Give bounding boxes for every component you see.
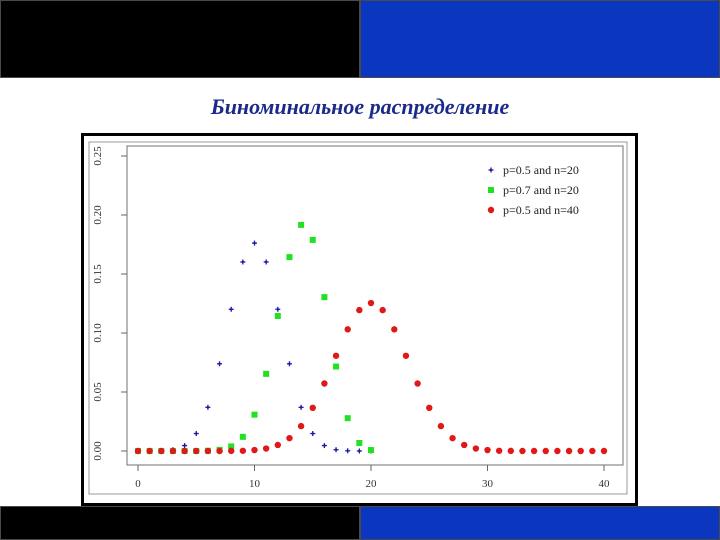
data-point-series-1 xyxy=(345,448,351,454)
data-point-series-3 xyxy=(449,434,456,442)
y-tick-label: 0.05 xyxy=(92,382,104,402)
data-point-series-3 xyxy=(262,445,270,452)
data-point-series-2 xyxy=(286,254,293,261)
data-point-series-3 xyxy=(251,446,258,454)
data-point-series-3 xyxy=(367,299,375,307)
data-point-series-2 xyxy=(251,411,258,418)
data-point-series-3 xyxy=(309,404,316,412)
data-point-series-1 xyxy=(240,259,246,265)
data-point-series-3 xyxy=(193,447,200,455)
binomial-chart: 0 10 20 30 40 0.00 0.05 0.10 0.15 0.20 0.25 p=0.5 … xyxy=(84,136,635,503)
data-point-series-3 xyxy=(402,352,410,359)
data-point-series-3 xyxy=(204,447,212,455)
legend-marker-1 xyxy=(488,167,494,173)
data-point-series-3 xyxy=(391,326,398,333)
x-tick-label: 10 xyxy=(249,478,261,490)
data-point-series-3 xyxy=(332,352,340,359)
x-tick-label: 40 xyxy=(599,478,611,490)
data-point-series-1 xyxy=(205,404,211,410)
x-tick-label: 20 xyxy=(366,478,378,490)
data-point-series-1 xyxy=(321,443,327,449)
data-point-series-2 xyxy=(344,415,351,422)
legend-label-3: p=0.5 and n=40 xyxy=(503,203,579,217)
data-point-series-1 xyxy=(193,431,199,437)
legend-label-1: p=0.5 and n=20 xyxy=(503,163,579,177)
data-point-series-1 xyxy=(228,306,234,312)
data-point-series-2 xyxy=(356,439,363,446)
data-point-series-3 xyxy=(554,447,561,455)
y-tick-label: 0.15 xyxy=(92,264,104,284)
x-tick-label: 30 xyxy=(482,478,494,490)
legend-label-2: p=0.7 and n=20 xyxy=(503,183,579,197)
data-point-series-3 xyxy=(519,447,526,455)
data-point-series-1 xyxy=(275,306,281,312)
data-point-series-3 xyxy=(321,380,328,387)
data-point-series-3 xyxy=(356,306,363,314)
data-point-series-3 xyxy=(542,447,549,455)
data-point-series-3 xyxy=(600,447,608,455)
data-point-series-2 xyxy=(368,447,374,454)
data-point-series-3 xyxy=(461,441,468,449)
legend-marker-2 xyxy=(488,187,494,193)
y-tick-label: 0.00 xyxy=(92,441,104,461)
data-point-series-1 xyxy=(298,404,304,410)
data-point-series-3 xyxy=(286,434,293,442)
data-point-series-2 xyxy=(333,363,340,370)
data-point-series-3 xyxy=(484,446,491,454)
data-point-series-3 xyxy=(228,447,235,455)
chart-outer-border xyxy=(88,141,628,495)
legend-marker-3 xyxy=(487,206,495,214)
data-point-series-1 xyxy=(356,448,362,454)
data-point-series-1 xyxy=(252,240,257,246)
data-point-series-3 xyxy=(507,447,514,455)
data-point-series-3 xyxy=(344,326,351,333)
data-point-series-1 xyxy=(263,259,269,265)
chart-frame: 0 10 20 30 40 0.00 0.05 0.10 0.15 0.20 0.25 p=0.5 … xyxy=(81,133,638,506)
data-point-series-3 xyxy=(239,447,247,454)
data-point-series-3 xyxy=(274,441,281,449)
data-point-series-1 xyxy=(217,361,223,367)
data-point-series-3 xyxy=(565,447,573,455)
data-point-series-1 xyxy=(310,431,316,437)
data-point-series-3 xyxy=(530,447,538,455)
data-point-series-3 xyxy=(134,447,142,455)
header-band-dark xyxy=(0,0,360,78)
header-band-blue xyxy=(360,0,720,78)
data-point-series-2 xyxy=(321,294,328,301)
data-point-series-3 xyxy=(379,306,386,314)
y-tick-label: 0.25 xyxy=(92,146,104,166)
footer-band-dark xyxy=(0,506,360,540)
data-point-series-3 xyxy=(146,447,153,455)
data-point-series-3 xyxy=(437,422,445,430)
data-point-series-3 xyxy=(472,445,480,452)
data-point-series-3 xyxy=(169,447,177,455)
data-point-series-1 xyxy=(182,443,188,449)
data-point-series-3 xyxy=(158,447,165,455)
data-point-series-2 xyxy=(298,221,305,228)
data-point-series-3 xyxy=(426,404,433,412)
data-point-series-2 xyxy=(239,433,246,440)
data-point-series-3 xyxy=(216,447,223,455)
y-tick-label: 0.20 xyxy=(92,205,104,225)
data-point-series-3 xyxy=(297,422,305,430)
data-point-series-3 xyxy=(181,447,188,455)
data-point-series-1 xyxy=(286,361,292,367)
data-point-series-3 xyxy=(589,447,596,455)
y-tick-label: 0.10 xyxy=(92,323,104,343)
plot-area-border xyxy=(126,145,624,466)
data-point-series-3 xyxy=(414,380,421,387)
data-point-series-2 xyxy=(228,443,235,450)
data-point-series-1 xyxy=(333,447,339,453)
data-point-series-3 xyxy=(495,447,503,454)
footer-band-blue xyxy=(360,506,720,540)
x-tick-label: 0 xyxy=(135,478,141,490)
data-point-series-2 xyxy=(309,236,316,243)
data-point-series-3 xyxy=(577,447,584,455)
data-point-series-2 xyxy=(274,313,281,320)
slide-title: Биноминальное распределение xyxy=(210,94,510,119)
data-point-series-2 xyxy=(263,370,270,377)
